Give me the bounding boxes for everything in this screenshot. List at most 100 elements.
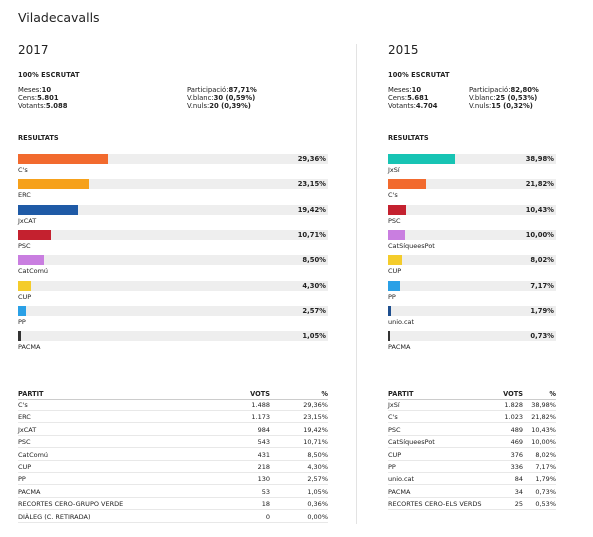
table-row: C's 1.023 21,82% [388, 412, 556, 424]
stat-votants: Votants:4.704 [388, 102, 437, 111]
result-bar-fill [388, 154, 455, 164]
result-percentage: 4,30% [302, 281, 326, 290]
table-row: PSC 543 10,71% [18, 437, 328, 449]
table-row: JxSí 1.828 38,98% [388, 400, 556, 411]
stat-label: Cens: [388, 94, 408, 102]
result-bar-fill [388, 179, 426, 190]
result-party-name: CUP [388, 267, 402, 276]
result-party-name: PP [388, 292, 396, 301]
table-row: unio.cat 84 1,79% [388, 474, 556, 486]
result-party-name: ERC [18, 191, 31, 200]
result-bar-track: 10,00% [388, 229, 556, 240]
result-bar-fill [388, 305, 392, 316]
result-bar-track: 10,43% [388, 204, 556, 215]
stat-label: Meses: [18, 86, 42, 94]
table-cell-vots: 53 [261, 487, 270, 496]
table-cell-pct: 21,82% [531, 413, 556, 422]
result-percentage: 8,50% [302, 256, 326, 265]
stat-cens: Cens:5.681 [388, 94, 429, 103]
result-bar-fill [388, 331, 390, 342]
table-header-vots: VOTS [503, 390, 523, 398]
stat-vblanc: V.blanc:25 (0,53%) [469, 94, 537, 103]
table-cell-pct: 38,98% [531, 401, 556, 409]
election-year: 2017 [18, 43, 49, 57]
table-header-rule [18, 399, 328, 400]
table-cell-partit: CUP [388, 450, 402, 459]
table-cell-vots: 543 [257, 438, 270, 447]
town-title: Viladecavalls [18, 10, 100, 25]
result-bar-track: 1,79% [388, 305, 556, 316]
table-header-pct: % [549, 390, 556, 398]
table-row: JxCAT 984 19,42% [18, 425, 328, 436]
stat-value: 82,80% [510, 86, 539, 94]
table-cell-partit: PSC [18, 438, 31, 447]
table-row: CatSíqueesPot 469 10,00% [388, 437, 556, 449]
table-header-vots: VOTS [250, 390, 270, 398]
table-cell-vots: 1.173 [251, 413, 270, 422]
scrutat-status: 100% ESCRUTAT [388, 71, 450, 79]
result-percentage: 10,00% [525, 230, 554, 239]
table-row: CUP 376 8,02% [388, 450, 556, 461]
table-row: RECORTES CERO-GRUPO VERDE 18 0,36% [18, 499, 328, 511]
table-cell-vots: 1.488 [251, 401, 270, 409]
table-cell-partit: JxCAT [18, 425, 37, 434]
stat-value: 15 (0,32%) [491, 102, 533, 110]
result-party-name: CUP [18, 292, 32, 301]
stat-meses: Meses:10 [18, 86, 51, 95]
resultats-title: RESULTATS [18, 134, 59, 142]
result-bar-track: 21,82% [388, 179, 556, 190]
table-cell-pct: 19,42% [303, 425, 328, 434]
result-bar-fill [388, 280, 401, 291]
table-header-pct: % [321, 390, 328, 398]
stat-vnuls: V.nuls:15 (0,32%) [469, 102, 533, 111]
stat-vblanc: V.blanc:30 (0,59%) [187, 94, 255, 103]
result-percentage: 29,36% [297, 155, 326, 163]
table-cell-partit: RECORTES CERO-ELS VERDS [388, 500, 482, 509]
result-percentage: 10,71% [297, 230, 326, 239]
result-bar-fill [18, 154, 108, 164]
stat-label: Cens: [18, 94, 38, 102]
result-percentage: 8,02% [530, 256, 554, 265]
table-cell-vots: 25 [514, 500, 523, 509]
table-row: CatComú 431 8,50% [18, 450, 328, 461]
table-cell-pct: 0,53% [535, 500, 556, 509]
result-bar-fill [18, 204, 78, 215]
table-row: DIÀLEG (C. RETIRADA) 0 0,00% [18, 512, 328, 523]
result-bar-fill [388, 204, 406, 215]
result-party-name: C's [388, 191, 398, 200]
stat-value: 87,71% [228, 86, 257, 94]
table-cell-pct: 0,36% [307, 500, 328, 509]
election-year: 2015 [388, 43, 419, 57]
table-row: ERC 1.173 23,15% [18, 412, 328, 424]
result-percentage: 38,98% [525, 155, 554, 163]
table-header-partit: PARTIT [18, 390, 44, 398]
table-row: PP 336 7,17% [388, 462, 556, 473]
result-party-name: PP [18, 317, 26, 326]
result-bar-fill [388, 229, 406, 240]
table-cell-partit: CUP [18, 463, 32, 471]
stat-value: 5.681 [407, 94, 429, 102]
table-row: PP 130 2,57% [18, 474, 328, 486]
result-party-name: JxCAT [18, 216, 37, 225]
result-bar-track: 23,15% [18, 179, 328, 190]
table-row: CUP 218 4,30% [18, 462, 328, 473]
result-percentage: 1,79% [530, 306, 554, 315]
table-cell-partit: ERC [18, 413, 31, 422]
table-cell-pct: 7,17% [535, 463, 556, 471]
result-party-name: CatSíqueesPot [388, 241, 435, 250]
table-row: RECORTES CERO-ELS VERDS 25 0,53% [388, 499, 556, 511]
table-cell-pct: 1,79% [535, 475, 556, 484]
stat-value: 30 (0,59%) [213, 94, 256, 102]
result-bar-fill [388, 255, 402, 266]
result-party-name: PSC [18, 241, 31, 250]
table-cell-pct: 10,71% [303, 438, 328, 447]
table-cell-partit: CatComú [18, 450, 49, 459]
stat-label: V.blanc: [187, 94, 214, 102]
stat-label: V.blanc: [469, 94, 496, 102]
result-bar-track: 8,02% [388, 255, 556, 266]
result-party-name: CatComú [18, 267, 49, 276]
result-bar-track: 8,50% [18, 255, 328, 266]
table-cell-partit: CatSíqueesPot [388, 438, 435, 447]
stat-value: 5.088 [45, 102, 68, 110]
stat-label: Participació: [187, 86, 229, 94]
